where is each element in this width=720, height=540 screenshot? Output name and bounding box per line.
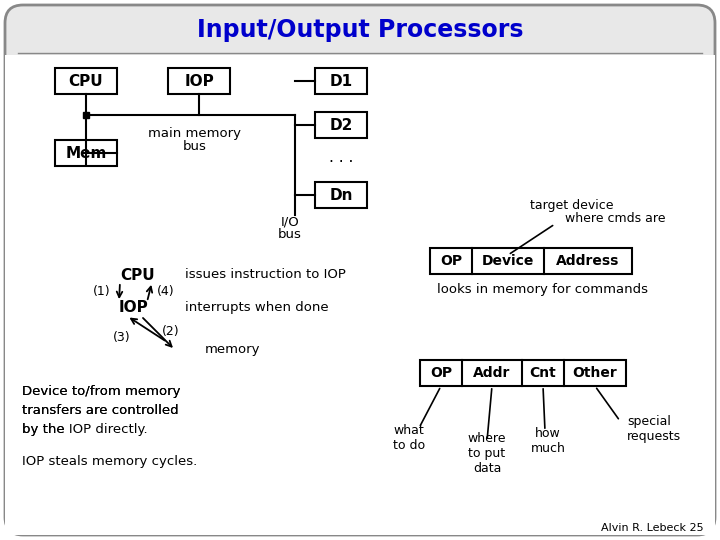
Text: special
requests: special requests	[627, 415, 681, 443]
Text: bus: bus	[278, 227, 302, 240]
Text: main memory: main memory	[148, 126, 241, 139]
FancyBboxPatch shape	[55, 140, 117, 166]
Text: how
much: how much	[531, 427, 565, 455]
Text: where cmds are: where cmds are	[565, 212, 665, 225]
Text: (2): (2)	[162, 326, 180, 339]
Text: interrupts when done: interrupts when done	[185, 301, 328, 314]
Text: what
to do: what to do	[393, 424, 425, 452]
Text: OP: OP	[430, 366, 452, 380]
Text: Alvin R. Lebeck 25: Alvin R. Lebeck 25	[600, 523, 703, 533]
Text: (4): (4)	[157, 285, 175, 298]
Text: I/O: I/O	[281, 215, 300, 228]
Text: Address: Address	[557, 254, 620, 268]
Text: D2: D2	[329, 118, 353, 132]
Text: Dn: Dn	[329, 187, 353, 202]
Text: OP: OP	[440, 254, 462, 268]
FancyBboxPatch shape	[315, 182, 367, 208]
FancyBboxPatch shape	[5, 5, 715, 535]
FancyBboxPatch shape	[315, 68, 367, 94]
Text: CPU: CPU	[68, 73, 103, 89]
FancyBboxPatch shape	[420, 360, 626, 386]
Text: . . .: . . .	[329, 151, 354, 165]
FancyBboxPatch shape	[168, 68, 230, 94]
Text: Addr: Addr	[473, 366, 510, 380]
FancyBboxPatch shape	[55, 68, 117, 94]
FancyBboxPatch shape	[315, 112, 367, 138]
Text: memory: memory	[205, 343, 261, 356]
Text: bus: bus	[183, 140, 207, 153]
FancyBboxPatch shape	[430, 248, 632, 274]
Text: IOP: IOP	[184, 73, 214, 89]
FancyBboxPatch shape	[5, 55, 715, 535]
Text: Device: Device	[482, 254, 534, 268]
Text: IOP: IOP	[118, 300, 148, 315]
Text: Device to/from memory
transfers are controlled
by the IOP directly.: Device to/from memory transfers are cont…	[22, 385, 181, 436]
Text: Device to/from memory
transfers are controlled
by the: Device to/from memory transfers are cont…	[22, 385, 181, 436]
Text: (3): (3)	[113, 332, 131, 345]
Text: Other: Other	[572, 366, 617, 380]
Text: target device: target device	[530, 199, 613, 212]
Text: IOP steals memory cycles.: IOP steals memory cycles.	[22, 455, 197, 468]
Text: issues instruction to IOP: issues instruction to IOP	[185, 268, 346, 281]
Text: CPU: CPU	[121, 267, 156, 282]
Text: where
to put
data: where to put data	[468, 433, 506, 476]
Text: Input/Output Processors: Input/Output Processors	[197, 18, 523, 42]
Text: looks in memory for commands: looks in memory for commands	[437, 284, 648, 296]
Text: D1: D1	[330, 73, 353, 89]
Text: Mem: Mem	[66, 145, 107, 160]
Text: (1): (1)	[93, 285, 111, 298]
Text: Cnt: Cnt	[530, 366, 557, 380]
